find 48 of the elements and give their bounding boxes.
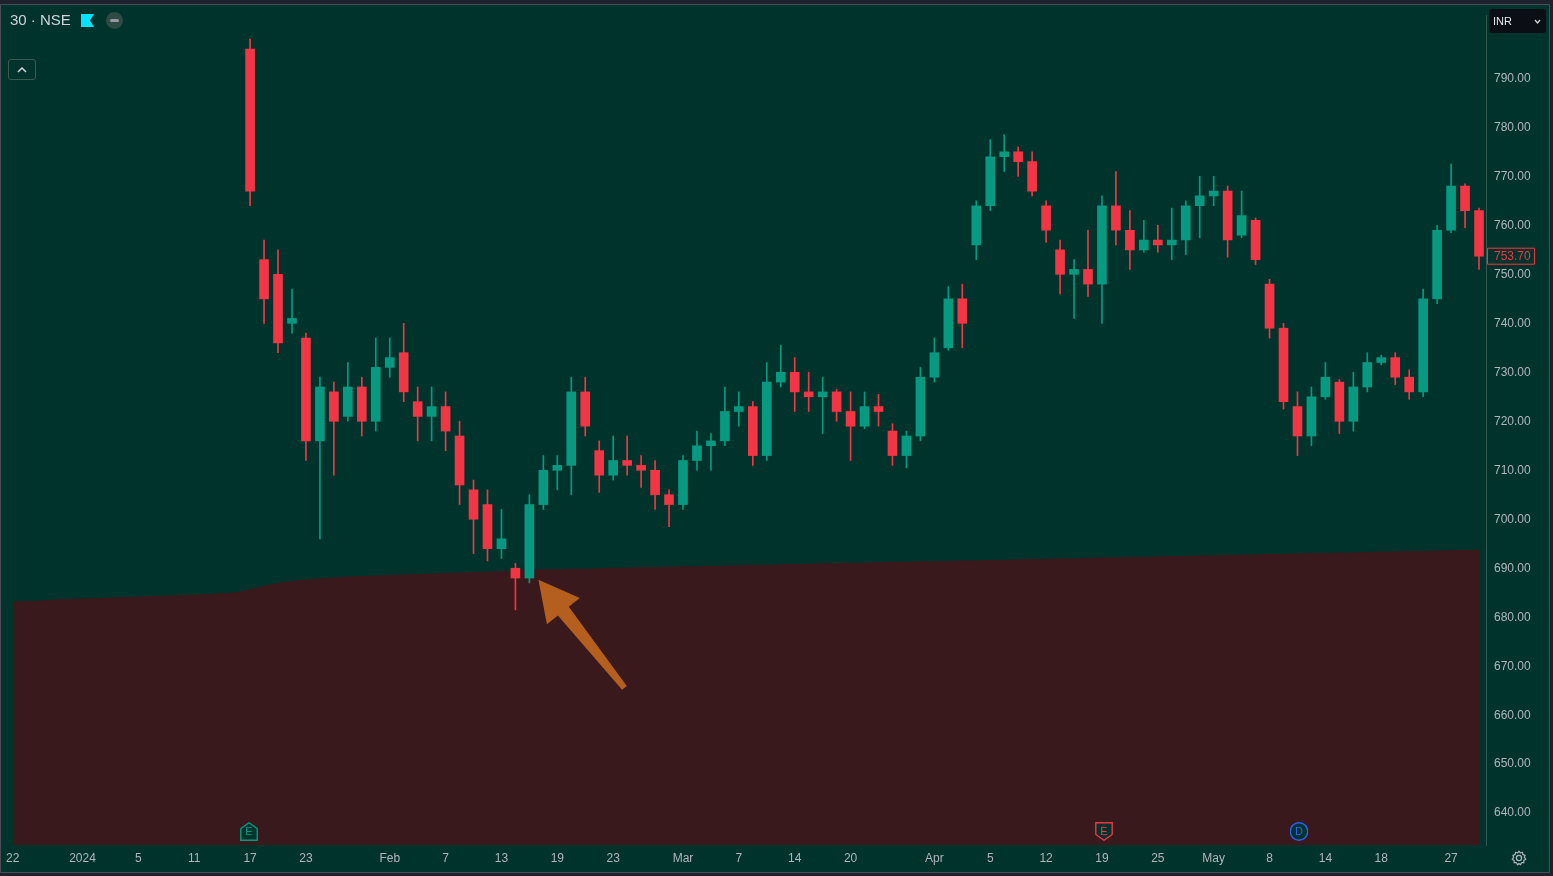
x-tick-label: Apr [925, 850, 944, 865]
y-tick-label: 720.00 [1494, 413, 1532, 428]
x-tick-label: May [1202, 850, 1226, 865]
x-tick-label: 7 [735, 850, 743, 865]
dropdown: INR [1489, 9, 1546, 33]
y-tick-label: 770.00 [1494, 168, 1532, 183]
y-tick-label: 740.00 [1494, 315, 1532, 330]
y-tick-label: 710.00 [1494, 462, 1532, 477]
y-tick-label: 780.00 [1494, 119, 1532, 134]
x-tick-label: 27 [1444, 850, 1459, 865]
x-tick-label: 20 [843, 850, 858, 865]
chart-title: 30 · NSE [10, 10, 71, 30]
y-tick-label: 700.00 [1494, 511, 1532, 526]
x-tick-label: 23 [606, 850, 621, 865]
annotation: E [245, 825, 253, 837]
y-tick-label: 640.00 [1494, 805, 1532, 820]
y-tick-label: 690.00 [1494, 560, 1532, 575]
annotation: E [1100, 825, 1108, 837]
y-tick-label: 680.00 [1494, 609, 1532, 624]
y-tick-label: 790.00 [1494, 70, 1532, 85]
y-tick-label: 670.00 [1494, 658, 1532, 673]
x-tick-label: 8 [1266, 850, 1274, 865]
x-tick-label: 17 [243, 850, 258, 865]
y-tick-label: 760.00 [1494, 217, 1532, 232]
y-tick-label: 660.00 [1494, 707, 1532, 722]
x-tick-label: 13 [494, 850, 509, 865]
x-tick-label: 5 [986, 850, 994, 865]
y-tick-label: 750.00 [1494, 266, 1532, 281]
text: 753.70 [1494, 249, 1532, 264]
x-tick-label: Feb [379, 850, 401, 865]
x-tick-label: 14 [788, 850, 802, 865]
x-tick-label: 11 [187, 850, 201, 865]
x-tick-label: 12 [1039, 850, 1054, 865]
x-tick-label: 22 [6, 850, 20, 865]
y-axis-title: INR [1493, 15, 1512, 27]
x-tick-label: 2024 [69, 850, 97, 865]
x-tick-label: 7 [442, 850, 450, 865]
x-tick-label: 14 [1318, 850, 1333, 865]
x-tick-label: 19 [550, 850, 565, 865]
y-tick-label: 650.00 [1494, 756, 1532, 771]
y-tick-label: 730.00 [1494, 364, 1532, 379]
x-tick-label: 23 [299, 850, 313, 865]
annotation: D [1295, 825, 1303, 837]
x-tick-label: 18 [1374, 850, 1389, 865]
x-tick-label: 5 [135, 850, 143, 865]
x-tick-label: 19 [1095, 850, 1109, 865]
x-tick-label: Mar [672, 850, 694, 865]
x-tick-label: 25 [1151, 850, 1165, 865]
